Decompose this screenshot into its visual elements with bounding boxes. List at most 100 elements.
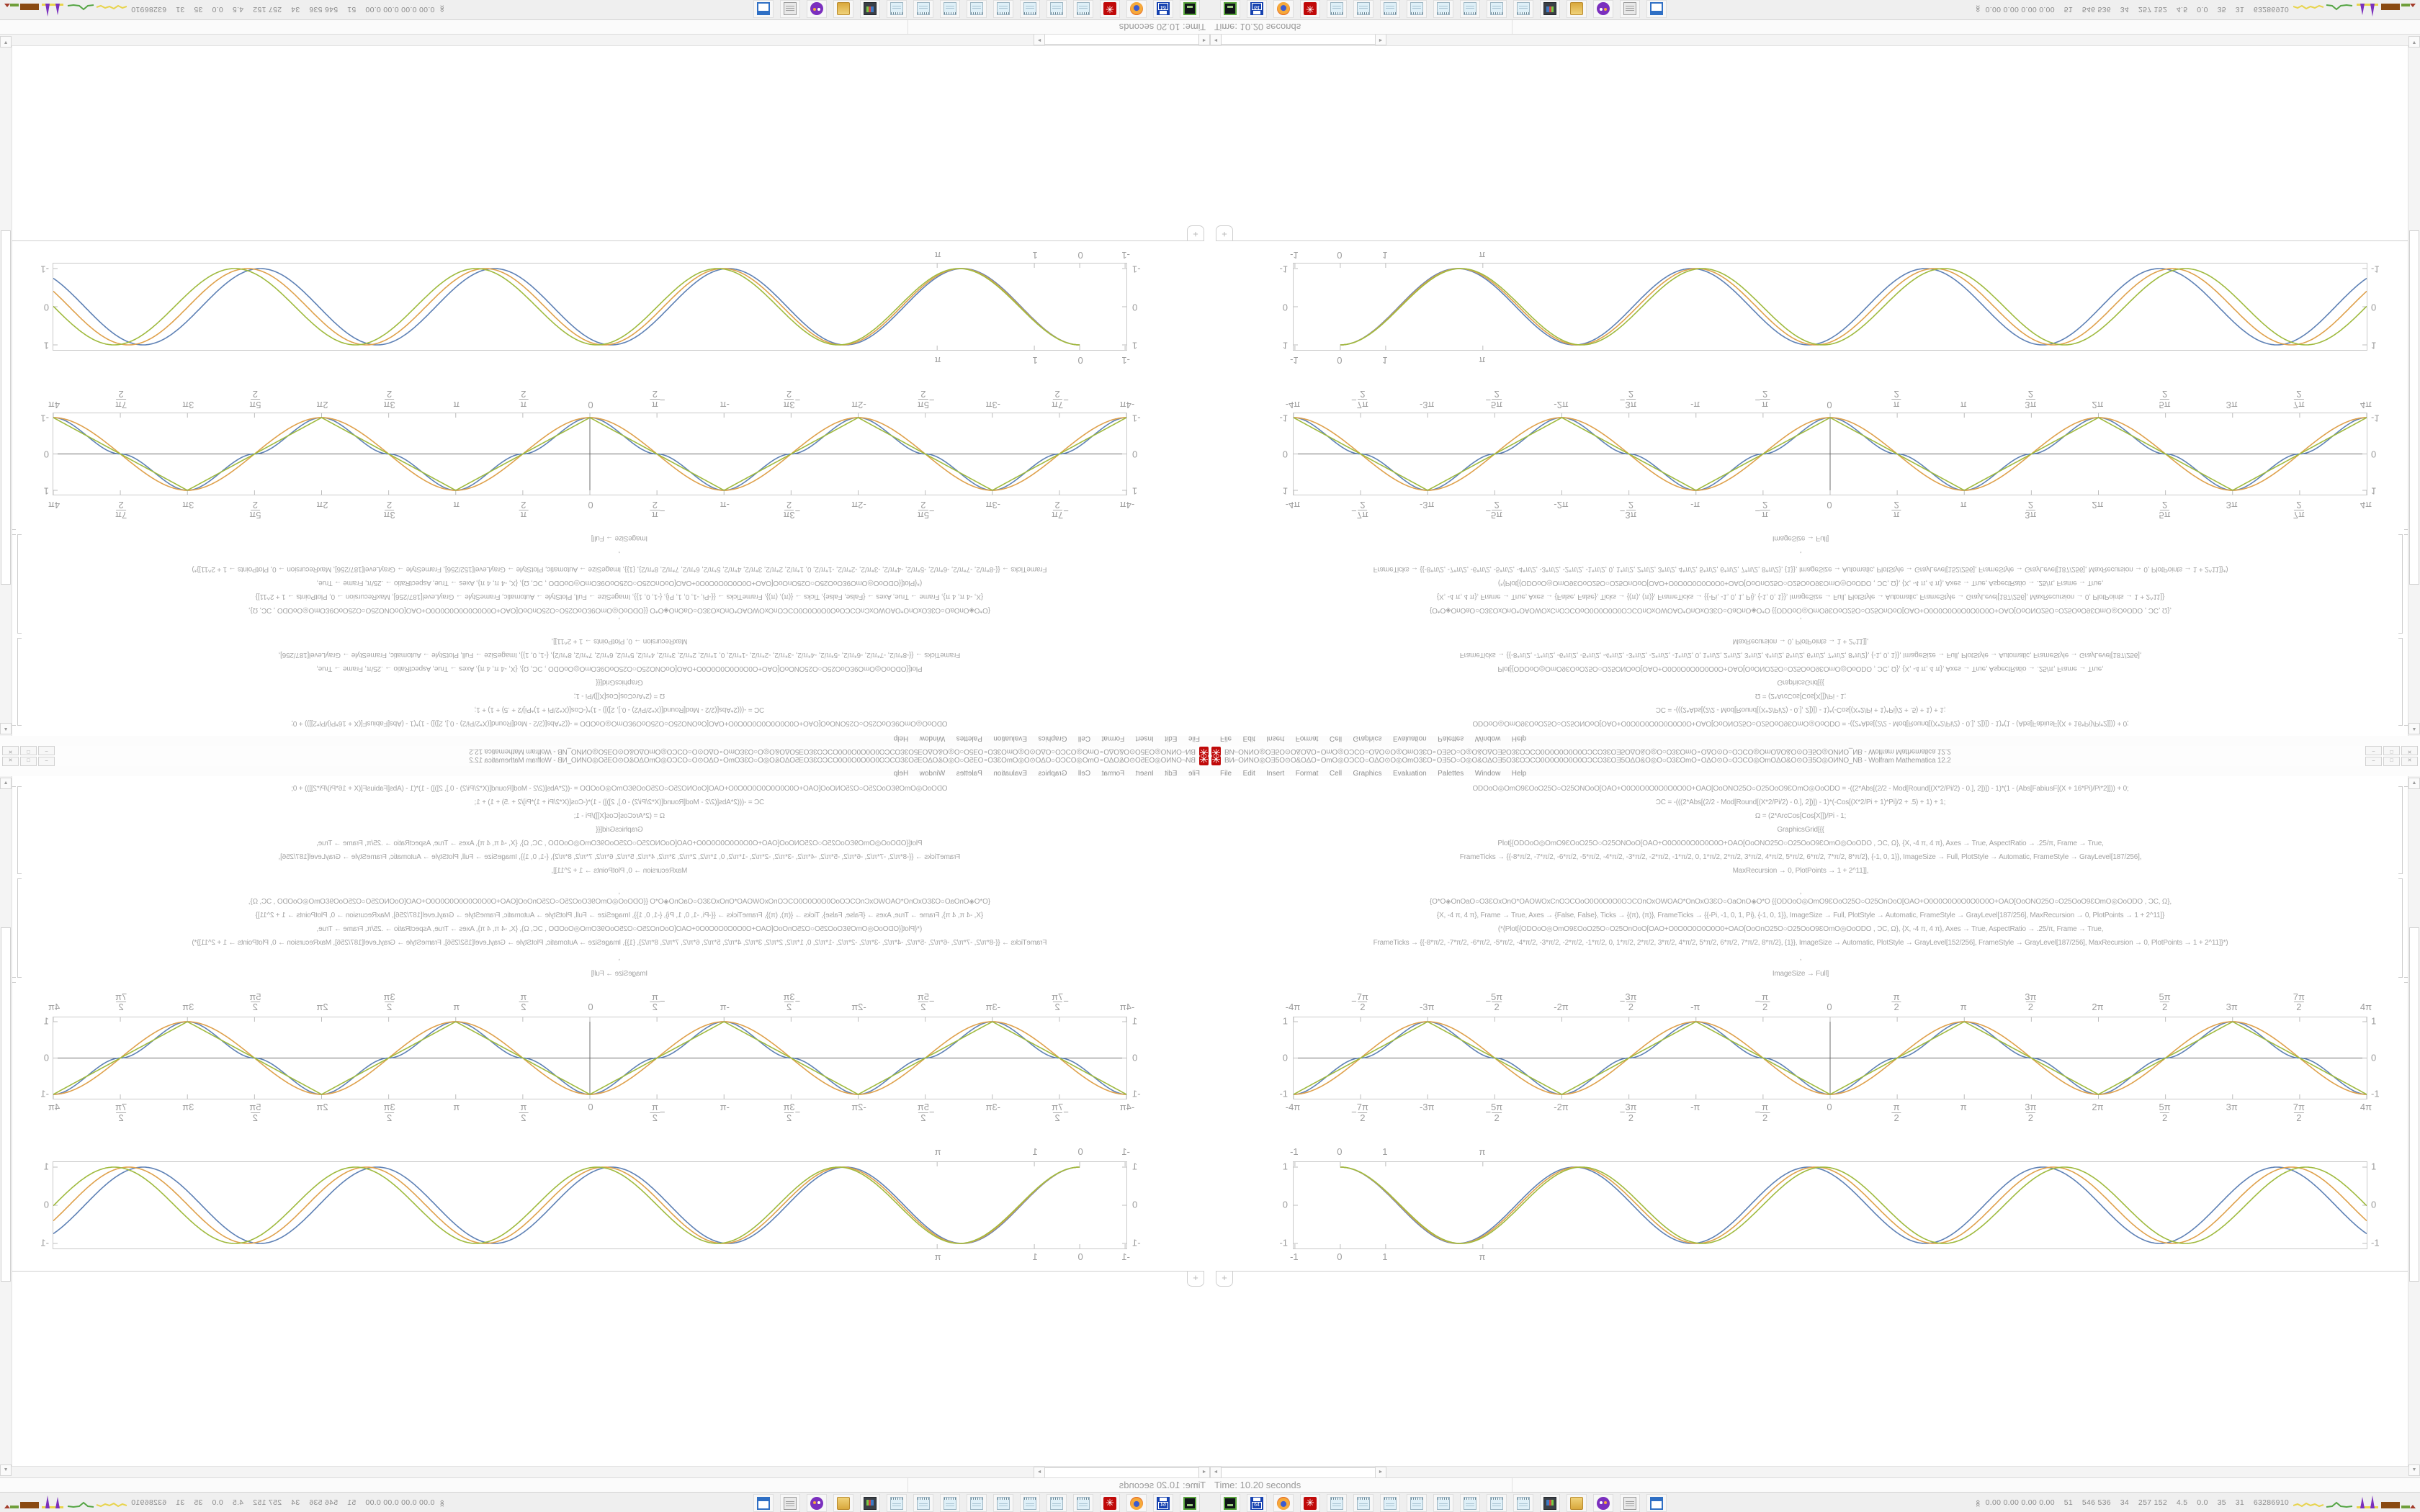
cell-bracket-sub[interactable] (2398, 878, 2403, 978)
menu-evaluation[interactable]: Evaluation (1393, 770, 1427, 778)
cell-bracket-sub[interactable] (17, 534, 22, 634)
menu-format[interactable]: Format (1101, 734, 1125, 742)
code-line[interactable]: (*{Plot[{ODOoO◎OmO9ƐOoO25O○O25OnOoO[OAO+… (316, 925, 923, 933)
title-bar[interactable]: ✳ BИ⌐OИNO◎OƎ5O⊙O&OΔO∘OmO◎OƆCO○OΔO⊙O◎OmO3… (0, 746, 1210, 756)
vertical-scrollbar[interactable]: ▲ ▼ (2408, 35, 2420, 736)
taskbar-icon-firefox[interactable] (1273, 0, 1294, 18)
taskbar-icon-mathematica[interactable]: ✳ (1100, 0, 1120, 18)
code-line[interactable]: (*{Plot[{ODOoO◎OmO9ƐOoO25O○O25OnOoO[OAO+… (1497, 925, 2104, 933)
code-line[interactable]: ƆC = -(((2*Abs[(2/2 - Mod[Round[(X*2/Pi/… (474, 706, 765, 714)
tray-expand-icon[interactable]: «« (437, 6, 447, 13)
vertical-scroll-thumb[interactable] (2409, 927, 2419, 1282)
menu-insert[interactable]: Insert (1135, 770, 1154, 778)
menu-cell[interactable]: Cell (1077, 734, 1091, 742)
taskbar-icon-documents[interactable] (780, 1494, 800, 1512)
taskbar-icon-mathematica[interactable]: ✳ (1300, 1494, 1320, 1512)
close-button[interactable]: ✕ (2401, 757, 2418, 766)
code-line[interactable]: FrameTicks → {{-8*π/2, -7*π/2, -6*π/2, -… (1373, 939, 2228, 947)
code-line[interactable]: FrameTicks → {{-8*π/2, -7*π/2, -6*π/2, -… (192, 939, 1047, 947)
code-line[interactable]: {O*O◈OnOaO○O3ƐOxOnO*OAOWOxCnOƆCOoO0O0O0O… (1430, 606, 2172, 614)
taskbar-icon-notepad[interactable] (1433, 1494, 1453, 1512)
cell-insert-plus-button[interactable]: + (1187, 225, 1204, 240)
scroll-left-icon[interactable]: ◄ (1210, 34, 1222, 45)
taskbar-icon-firefox[interactable] (1273, 1494, 1294, 1512)
taskbar-icon-mathematica[interactable]: ✳ (1100, 1494, 1120, 1512)
taskbar-icon-notepad[interactable] (1353, 0, 1373, 18)
menu-palettes[interactable]: Palettes (956, 734, 982, 742)
taskbar-icon-notepad[interactable] (1020, 0, 1040, 18)
menu-file[interactable]: File (1188, 770, 1200, 778)
maximize-button[interactable]: □ (2383, 757, 2400, 766)
menu-format[interactable]: Format (1295, 734, 1319, 742)
taskbar-icon-notepad[interactable] (887, 1494, 907, 1512)
menu-graphics[interactable]: Graphics (1353, 734, 1382, 742)
taskbar-icon-notepad[interactable] (1353, 1494, 1373, 1512)
code-line[interactable]: ImageSize → Full] (1772, 534, 1829, 542)
code-line[interactable]: FrameTicks → {{-8*π/2, -7*π/2, -6*π/2, -… (278, 853, 961, 861)
taskbar-icon-notepad[interactable] (1380, 0, 1400, 18)
taskbar-icon-documents[interactable] (1620, 1494, 1640, 1512)
code-line[interactable]: ImageSize → Full] (591, 970, 648, 978)
horizontal-scroll-thumb[interactable] (1221, 34, 1376, 45)
code-line[interactable]: ƆC = -(((2*Abs[(2/2 - Mod[Round[(X*2/Pi/… (1655, 706, 1946, 714)
menu-insert[interactable]: Insert (1135, 734, 1154, 742)
code-line[interactable]: , (1799, 954, 1802, 962)
cell-insert-plus-button[interactable]: + (1216, 225, 1233, 240)
taskbar-icon-display[interactable] (860, 0, 880, 18)
maximize-button[interactable]: □ (20, 746, 37, 755)
taskbar-icon-floppy-64[interactable]: 64 (1247, 0, 1267, 18)
code-line[interactable]: Plot[{ODOoO◎OmO9ƐOoO25O○O25ONOoO[OAO+O0O… (316, 840, 923, 847)
scroll-up-icon[interactable]: ▲ (0, 723, 12, 734)
menu-format[interactable]: Format (1101, 770, 1125, 778)
menu-palettes[interactable]: Palettes (956, 770, 982, 778)
taskbar-icon-notepad[interactable] (1460, 0, 1480, 18)
code-line[interactable]: ODOoO◎OmO9ƐOoO25O○O25ONOoO[OAO+O0O0O0O0O… (291, 785, 948, 793)
taskbar-icon-floppy-64[interactable]: 64 (1247, 1494, 1267, 1512)
code-line[interactable]: GraphicsGrid[{{ (1777, 826, 1824, 834)
taskbar-icon-floppy-64[interactable]: 64 (1153, 1494, 1173, 1512)
code-line[interactable]: , (618, 888, 621, 896)
code-line[interactable]: {O*O◈OnOaO○O3ƐOxOnO*OAOWOxCnOƆCOoO0O0O0O… (1430, 898, 2172, 906)
menu-cell[interactable]: Cell (1329, 770, 1343, 778)
code-line[interactable]: {X, -4 π, 4 π}, Frame → True, Axes → {Fa… (255, 912, 984, 919)
menu-format[interactable]: Format (1295, 770, 1319, 778)
code-line[interactable]: FrameTicks → {{-8*π/2, -7*π/2, -6*π/2, -… (1459, 853, 2142, 861)
menu-file[interactable]: File (1188, 734, 1200, 742)
code-line[interactable]: , (1799, 888, 1802, 896)
taskbar-icon-disk-utility[interactable] (1180, 0, 1200, 18)
taskbar-icon-media-player[interactable] (807, 1494, 827, 1512)
taskbar-icon-folder[interactable] (833, 1494, 853, 1512)
taskbar-icon-window-manager[interactable] (753, 1494, 774, 1512)
title-bar[interactable]: ✳ BИ⌐OИNO◎OƎ5O⊙O&OΔO∘OmO◎OƆCO○OΔO⊙O◎OmO3… (1210, 746, 2420, 756)
taskbar-icon-notepad[interactable] (1513, 0, 1533, 18)
menu-window[interactable]: Window (919, 770, 946, 778)
code-line[interactable]: MaxRecursion → 0, PlotPoints → 1 + 2^11]… (551, 867, 688, 875)
cell-bracket-sub[interactable] (2398, 786, 2403, 874)
taskbar-icon-folder[interactable] (833, 0, 853, 18)
cell-insert-plus-button[interactable]: + (1187, 1272, 1204, 1287)
code-line[interactable]: {X, -4 π, 4 π}, Frame → True, Axes → {Fa… (1436, 593, 2165, 600)
code-line[interactable]: , (1799, 550, 1802, 558)
taskbar-icon-notepad[interactable] (1047, 1494, 1067, 1512)
taskbar-icon-media-player[interactable] (1593, 1494, 1613, 1512)
taskbar-icon-notepad[interactable] (1327, 0, 1347, 18)
taskbar-icon-media-player[interactable] (1593, 0, 1613, 18)
taskbar-icon-notepad[interactable] (993, 1494, 1013, 1512)
menu-cell[interactable]: Cell (1077, 770, 1091, 778)
maximize-button[interactable]: □ (20, 757, 37, 766)
menu-file[interactable]: File (1220, 770, 1232, 778)
code-line[interactable]: Plot[{ODOoO◎OmO9ƐOoO25O○O25ONOoO[OAO+O0O… (1497, 665, 2104, 672)
horizontal-scrollbar[interactable]: ◄ ► (1210, 1466, 2408, 1478)
tray-expand-icon[interactable]: «« (1973, 6, 1983, 13)
code-line[interactable]: , (1799, 616, 1802, 624)
menu-help[interactable]: Help (893, 770, 909, 778)
menu-edit[interactable]: Edit (1242, 770, 1255, 778)
code-line[interactable]: FrameTicks → {{-8*π/2, -7*π/2, -6*π/2, -… (1459, 651, 2142, 659)
cell-bracket-sub[interactable] (17, 786, 22, 874)
cell-insert-plus-button[interactable]: + (1216, 1272, 1233, 1287)
horizontal-scroll-thumb[interactable] (1044, 1467, 1199, 1478)
code-line[interactable]: {O*O◈OnOaO○O3ƐOxOnO*OAOWOxCnOƆCOoO0O0O0O… (248, 898, 990, 906)
taskbar-icon-floppy-64[interactable]: 64 (1153, 0, 1173, 18)
menu-palettes[interactable]: Palettes (1438, 770, 1464, 778)
taskbar-icon-display[interactable] (1540, 0, 1560, 18)
